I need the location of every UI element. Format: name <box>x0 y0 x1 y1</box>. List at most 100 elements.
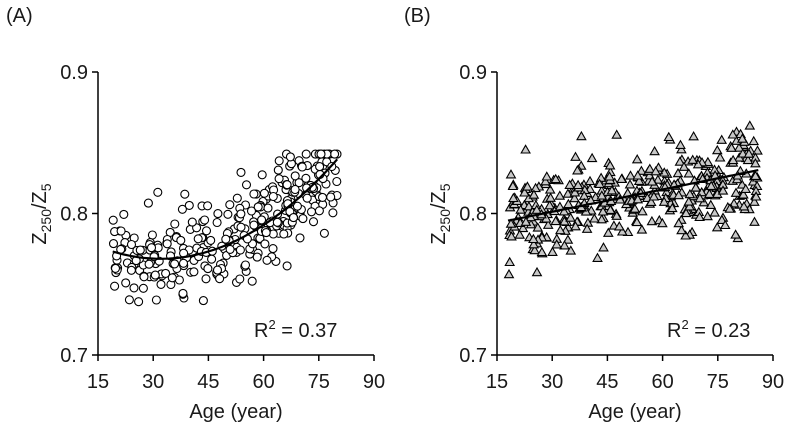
data-point <box>295 233 305 243</box>
data-point <box>268 244 278 254</box>
data-point <box>589 213 600 223</box>
data-point <box>189 267 199 277</box>
data-point <box>221 234 231 244</box>
data-point <box>569 192 580 203</box>
data-point <box>520 216 532 226</box>
data-point <box>705 199 717 209</box>
data-point <box>650 165 662 176</box>
data-point <box>657 217 668 228</box>
data-point <box>736 133 748 143</box>
data-point <box>602 227 614 237</box>
data-point <box>569 187 581 197</box>
data-point <box>241 180 252 190</box>
y-axis-title-text-a: Z250/Z5 <box>29 183 54 244</box>
data-point <box>156 279 166 289</box>
data-point <box>692 158 704 169</box>
data-point <box>261 228 271 238</box>
data-point <box>262 255 272 265</box>
data-point <box>506 231 517 241</box>
data-point <box>252 252 262 262</box>
data-point <box>170 219 180 229</box>
data-point <box>187 217 197 227</box>
data-point <box>702 210 713 221</box>
data-point <box>604 160 616 170</box>
data-point <box>740 183 752 193</box>
data-point <box>724 203 736 213</box>
data-point <box>116 226 126 236</box>
data-point <box>592 252 603 262</box>
points-b <box>503 120 763 279</box>
data-point <box>675 139 686 149</box>
data-point <box>596 213 608 224</box>
data-point <box>531 204 543 214</box>
data-point <box>545 192 556 202</box>
data-point <box>564 179 576 189</box>
data-point <box>298 214 308 224</box>
data-point <box>246 206 257 216</box>
data-point <box>302 193 312 203</box>
r-squared-a: R2 = 0.37 <box>254 317 337 342</box>
data-point <box>631 153 643 164</box>
points-a <box>108 149 342 307</box>
data-point <box>637 205 648 216</box>
data-point <box>676 143 687 154</box>
panel-a: (A) Z250/Z5 0.7 0.8 0.9 15 30 45 60 75 90 R2 = 0… <box>6 5 385 423</box>
data-point <box>523 200 535 211</box>
trend-line-a <box>112 158 339 260</box>
data-point <box>330 149 340 159</box>
trend-line-b <box>507 169 759 222</box>
data-point <box>294 178 304 188</box>
data-point <box>694 192 706 203</box>
data-point <box>673 217 685 228</box>
data-point <box>282 261 292 271</box>
y-tick-label: 0.8 <box>60 204 88 226</box>
data-point <box>297 162 307 172</box>
data-point <box>249 220 259 230</box>
data-point <box>274 156 284 166</box>
data-point <box>201 274 211 284</box>
y-axis-title-text-b: Z250/Z5 <box>428 183 453 244</box>
data-point <box>236 209 246 219</box>
data-point <box>596 190 608 200</box>
x-tick-label: 45 <box>596 371 618 393</box>
data-point <box>290 171 300 181</box>
data-point <box>119 209 129 219</box>
data-point <box>750 191 762 201</box>
data-point <box>558 206 570 216</box>
data-point <box>259 188 269 198</box>
data-point <box>576 130 587 141</box>
data-point <box>272 217 282 227</box>
data-point <box>581 223 593 233</box>
data-point <box>515 204 526 214</box>
data-point <box>505 169 517 179</box>
data-point <box>110 281 120 291</box>
data-point <box>247 276 257 286</box>
x-tick-label: 30 <box>142 371 164 393</box>
data-point <box>550 173 562 184</box>
data-point <box>505 218 517 228</box>
data-point <box>547 246 558 256</box>
data-point <box>201 226 212 236</box>
data-point <box>584 175 596 186</box>
data-point <box>528 238 540 249</box>
data-point <box>709 207 721 217</box>
data-point <box>301 173 311 183</box>
data-point <box>632 193 644 204</box>
data-point <box>139 272 149 282</box>
data-point <box>687 154 699 164</box>
data-point <box>522 181 533 191</box>
data-point <box>544 184 556 194</box>
data-point <box>503 268 515 279</box>
data-point <box>317 192 328 202</box>
data-point <box>292 201 302 211</box>
data-point <box>520 144 531 154</box>
panel-label-b: (B) <box>404 5 431 27</box>
data-point <box>319 228 329 238</box>
data-point <box>652 174 664 184</box>
data-point <box>646 176 658 186</box>
data-point <box>260 239 270 249</box>
axes-b: 0.7 0.8 0.9 15 30 45 60 75 90 <box>459 62 784 393</box>
data-point <box>554 190 566 200</box>
data-point <box>273 165 283 175</box>
data-point <box>683 168 695 178</box>
